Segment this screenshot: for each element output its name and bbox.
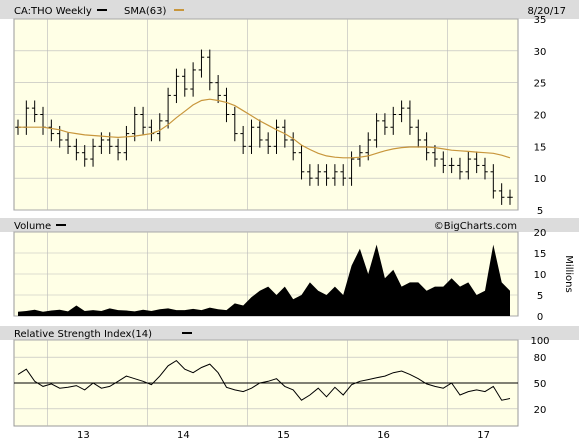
price-header-bar (0, 0, 579, 19)
rsi-y-ticks: 20 50 80 100 (530, 336, 549, 416)
x-tick-label: 17 (477, 430, 490, 441)
volume-panel: Volume ©BigCharts.com 0 5 10 15 20 Millions (0, 218, 579, 323)
price-title: CA:THO Weekly (14, 6, 92, 17)
sma-line (18, 98, 511, 159)
price-y-tick-label: 35 (534, 15, 547, 26)
volume-y-tick-label: 5 (537, 291, 543, 302)
volume-unit-label: Millions (563, 255, 574, 292)
x-tick-label: 13 (77, 430, 90, 441)
price-y-tick-label: 25 (534, 79, 547, 90)
rsi-y-tick-label: 20 (534, 405, 547, 416)
volume-header-bar (0, 218, 579, 232)
rsi-line (17, 359, 511, 401)
x-tick-label: 14 (177, 430, 190, 441)
volume-y-tick-label: 10 (534, 270, 547, 281)
price-panel: CA:THO Weekly SMA(63) 8/20/17 5 10 15 20 25 3… (0, 0, 579, 217)
volume-y-tick-label: 0 (537, 312, 543, 323)
rsi-title: Relative Strength Index(14) (14, 329, 152, 340)
x-tick-label: 15 (277, 430, 290, 441)
price-legend-swatch (97, 9, 107, 11)
rsi-y-tick-label: 100 (530, 336, 549, 347)
volume-y-tick-label: 20 (534, 228, 547, 239)
volume-legend-swatch (56, 224, 66, 226)
sma-legend-label: SMA(63) (124, 6, 166, 17)
price-y-tick-label: 10 (534, 174, 547, 185)
rsi-y-tick-label: 80 (534, 353, 547, 364)
x-tick-label: 16 (377, 430, 390, 441)
price-y-tick-label: 20 (534, 111, 547, 122)
volume-bars (18, 244, 510, 316)
price-y-tick-label: 30 (534, 47, 547, 58)
rsi-header-bar (0, 326, 579, 340)
price-y-tick-label: 15 (534, 142, 547, 153)
price-y-tick-label: 5 (537, 206, 543, 217)
rsi-panel: Relative Strength Index(14) 20 50 80 100 (0, 326, 579, 427)
volume-y-ticks: 0 5 10 15 20 (534, 228, 547, 323)
price-grid (14, 18, 518, 211)
rsi-y-tick-label: 50 (534, 379, 547, 390)
price-y-ticks: 5 10 15 20 25 30 35 (534, 15, 547, 217)
volume-title: Volume (14, 221, 51, 232)
chart-date: 8/20/17 (527, 6, 566, 17)
sma-legend-swatch (174, 9, 184, 11)
rsi-legend-swatch (182, 332, 192, 334)
watermark: ©BigCharts.com (434, 221, 517, 232)
x-axis-labels: 13 14 15 16 17 (77, 430, 490, 441)
volume-y-tick-label: 15 (534, 249, 547, 260)
